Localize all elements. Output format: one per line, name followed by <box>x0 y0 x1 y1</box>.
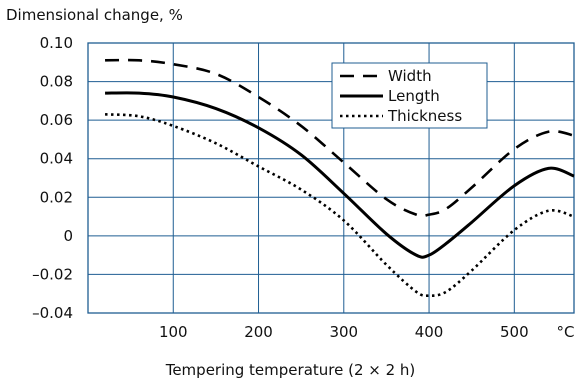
y-tick-label: 0.10 <box>40 34 73 52</box>
series-line-width <box>105 58 575 218</box>
x-tick-labels: 100 200 300 400 500 °C <box>159 323 575 341</box>
x-tick-label: °C <box>556 323 574 341</box>
y-tick-label: 0.06 <box>40 111 73 129</box>
y-tick-label: –0.02 <box>32 265 73 283</box>
legend-label-thickness: Thickness <box>387 107 462 125</box>
y-tick-label: –0.04 <box>32 304 73 322</box>
series-line-thickness <box>104 113 575 298</box>
y-tick-labels: 0.10 0.08 0.06 0.04 0.02 0 –0.02 –0.04 <box>32 34 73 322</box>
y-tick-label: 0 <box>63 227 73 245</box>
y-axis-title: Dimensional change, % <box>6 6 183 24</box>
y-tick-label: 0.04 <box>40 150 73 168</box>
x-tick-label: 100 <box>159 323 188 341</box>
x-tick-label: 500 <box>500 323 529 341</box>
legend: Width Length Thickness <box>331 62 488 129</box>
plot-frame <box>87 42 575 314</box>
x-tick-label: 200 <box>244 323 273 341</box>
grid <box>87 42 575 314</box>
legend-label-length: Length <box>388 87 440 105</box>
y-tick-label: 0.08 <box>40 73 73 91</box>
series-line-length <box>105 91 575 259</box>
y-tick-label: 0.02 <box>40 188 73 206</box>
legend-label-width: Width <box>388 67 432 85</box>
series-layer <box>104 58 575 298</box>
x-tick-label: 300 <box>329 323 358 341</box>
x-axis-title: Tempering temperature (2 × 2 h) <box>165 361 416 379</box>
x-tick-label: 400 <box>415 323 444 341</box>
